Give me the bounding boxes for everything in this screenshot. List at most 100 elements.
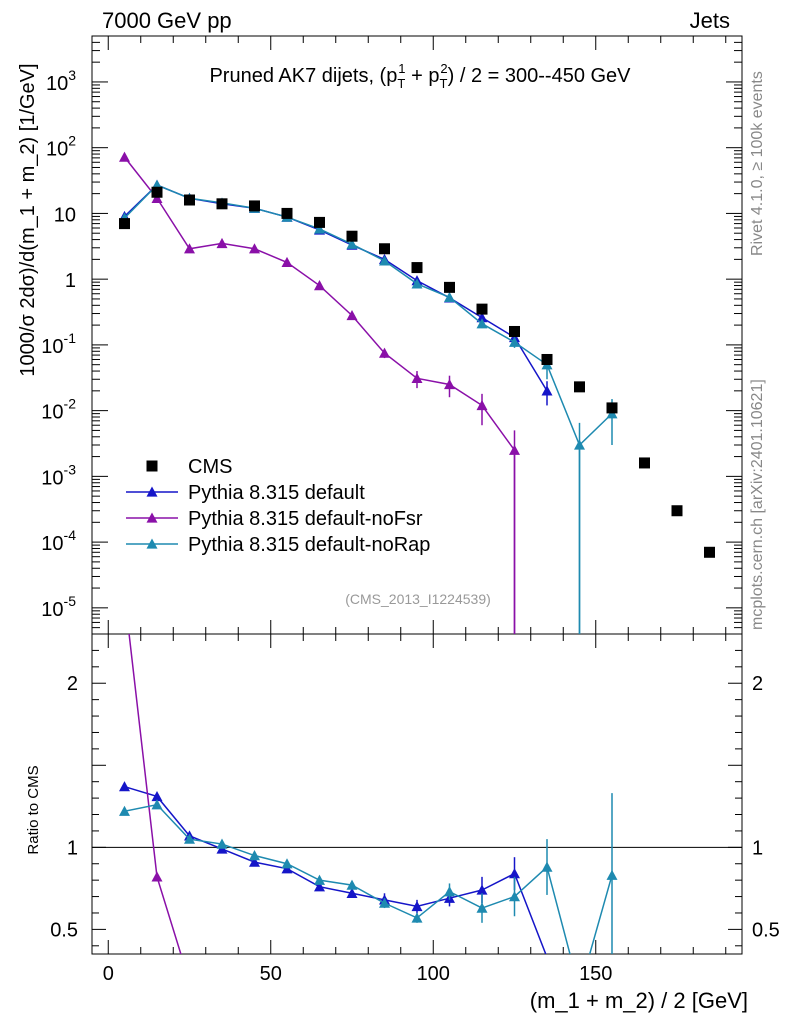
cms-data-point <box>574 381 585 393</box>
series-marker <box>509 444 520 455</box>
cms-data-point <box>411 262 423 274</box>
cms-data-point <box>281 207 293 219</box>
ratio-marker <box>184 833 195 844</box>
cms-data-point <box>476 303 488 315</box>
ratio-line <box>124 803 613 954</box>
header-right: Jets <box>690 8 730 33</box>
series-marker <box>379 347 390 358</box>
ratio-marker <box>379 897 390 908</box>
ratio-tick-label-right: 2 <box>752 673 763 695</box>
cms-data-point <box>119 218 130 230</box>
legend-marker <box>146 486 158 497</box>
header-left: 7000 GeV pp <box>102 8 232 33</box>
series-marker <box>379 255 390 266</box>
series-marker <box>184 243 195 254</box>
ratio-marker <box>509 868 520 879</box>
legend-label: Pythia 8.315 default <box>188 482 365 504</box>
series-1 <box>119 179 553 406</box>
ratio-marker <box>249 856 260 867</box>
ratio-marker <box>314 874 325 885</box>
series-line <box>123 156 516 451</box>
legend-cms-marker <box>146 460 158 472</box>
ratio-marker <box>281 858 293 869</box>
ratio-marker <box>346 887 358 898</box>
ratio-marker <box>541 861 553 872</box>
series-marker <box>119 151 130 162</box>
ratio-marker <box>444 886 455 897</box>
series-marker <box>444 378 455 390</box>
y-tick-label: 1 <box>65 270 76 292</box>
series-line <box>123 184 548 392</box>
series-marker <box>509 336 520 347</box>
y-tick-label: 10-2 <box>41 396 76 424</box>
series-marker <box>314 280 325 291</box>
ratio-marker <box>119 781 130 792</box>
ratio-marker <box>119 805 130 816</box>
mcplots-label: mcplots.cern.ch [arXiv:2401.10621] <box>749 379 766 630</box>
ratio-series-2 <box>128 634 182 954</box>
y-tick-label: 10-1 <box>41 330 76 358</box>
series-marker <box>541 385 553 396</box>
plot-title: Pruned AK7 dijets, (pT1 + pT2) / 2 = 300… <box>209 61 631 91</box>
cms-data-point <box>704 546 715 558</box>
series-line <box>123 184 613 447</box>
series-marker <box>346 309 358 321</box>
series-marker <box>476 318 488 329</box>
analysis-ref: (CMS_2013_I1224539) <box>345 591 491 607</box>
ratio-tick-label-right: 1 <box>752 837 763 859</box>
cms-data-point <box>151 186 163 198</box>
series-marker <box>574 439 585 450</box>
y-axis-label: 1000/σ 2dσ)/d(m_1 + m_2) [1/GeV] <box>17 63 39 376</box>
y-tick-label: 103 <box>46 67 76 95</box>
ratio-marker <box>151 871 163 882</box>
ratio-marker <box>314 881 325 892</box>
series-marker <box>476 312 488 323</box>
legend-label: Pythia 8.315 default-noFsr <box>188 508 423 530</box>
series-marker <box>216 237 228 249</box>
cms-data-point <box>184 194 195 206</box>
ratio-marker <box>151 799 163 810</box>
cms-data-point <box>606 402 618 414</box>
ratio-tick-label: 2 <box>67 673 78 695</box>
ratio-series-1 <box>119 781 547 954</box>
ratio-marker <box>346 879 358 890</box>
cms-data-point <box>639 457 650 469</box>
y-tick-label: 10-4 <box>41 527 76 555</box>
ratio-tick-label-right: 0.5 <box>752 919 780 941</box>
cms-data-point <box>346 230 358 242</box>
series-marker <box>151 192 163 203</box>
ratio-plot-frame <box>91 633 743 955</box>
series-marker <box>249 243 260 254</box>
ratio-series-3 <box>119 793 618 954</box>
series-marker <box>444 291 455 302</box>
x-tick-label: 0 <box>103 963 114 985</box>
ratio-marker <box>249 850 260 861</box>
cms-data-point <box>444 281 455 293</box>
x-tick-label: 50 <box>260 963 282 985</box>
x-tick-label: 100 <box>417 963 450 985</box>
series-marker <box>346 238 358 249</box>
series-marker <box>411 278 423 289</box>
cms-data-point <box>509 325 520 337</box>
ratio-marker <box>411 912 423 923</box>
y-tick-label: 10 <box>54 204 76 226</box>
ratio-marker <box>509 891 520 902</box>
cms-data-point <box>379 243 390 255</box>
series-marker <box>281 256 293 268</box>
legend-marker <box>146 512 158 523</box>
cms-data-point <box>216 198 228 210</box>
cms-data-point <box>249 200 260 212</box>
ratio-line <box>124 785 547 954</box>
ratio-marker <box>606 869 618 880</box>
ratio-marker <box>216 838 228 849</box>
y-tick-label: 10-3 <box>41 461 76 489</box>
ratio-tick-label: 0.5 <box>50 919 78 941</box>
ratio-line <box>128 634 182 954</box>
x-tick-label: 150 <box>579 963 612 985</box>
y-tick-label: 102 <box>46 133 76 161</box>
ratio-tick-label: 1 <box>67 837 78 859</box>
y-tick-label: 10-5 <box>41 593 76 621</box>
series-marker <box>411 372 423 384</box>
rivet-label: Rivet 4.1.0, ≥ 100k events <box>749 71 766 256</box>
